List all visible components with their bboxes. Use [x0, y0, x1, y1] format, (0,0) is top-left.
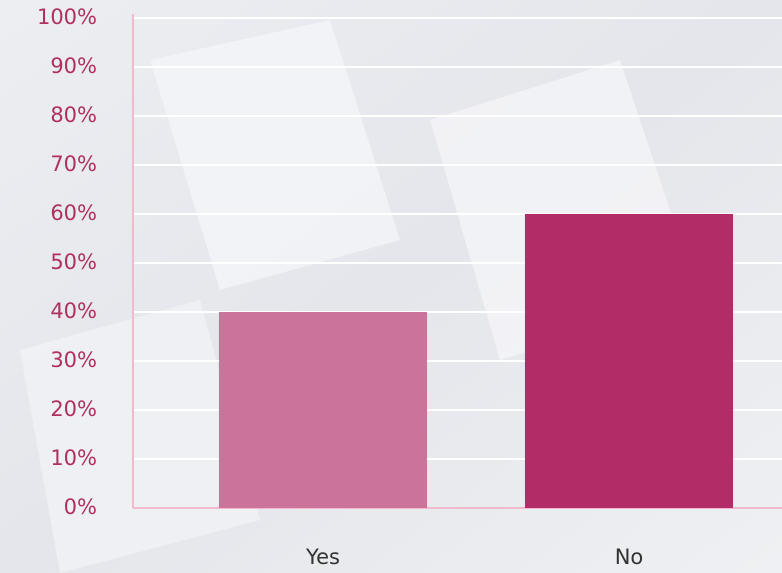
y-tick-label: 60% — [50, 201, 97, 225]
y-tick-label: 0% — [64, 495, 97, 519]
bar — [524, 214, 734, 508]
y-tick-label: 10% — [50, 446, 97, 470]
y-tick-label: 100% — [37, 5, 97, 29]
y-tick-label: 90% — [50, 54, 97, 78]
y-tick-label: 20% — [50, 397, 97, 421]
y-tick-label: 30% — [50, 348, 97, 372]
background-paper — [150, 20, 400, 290]
x-tick-label: Yes — [305, 545, 340, 569]
background-paper — [20, 300, 260, 573]
y-tick-label: 80% — [50, 103, 97, 127]
y-tick-label: 70% — [50, 152, 97, 176]
y-tick-label: 40% — [50, 299, 97, 323]
y-tick-label: 50% — [50, 250, 97, 274]
x-tick-label: No — [615, 545, 644, 569]
bar — [218, 312, 428, 508]
